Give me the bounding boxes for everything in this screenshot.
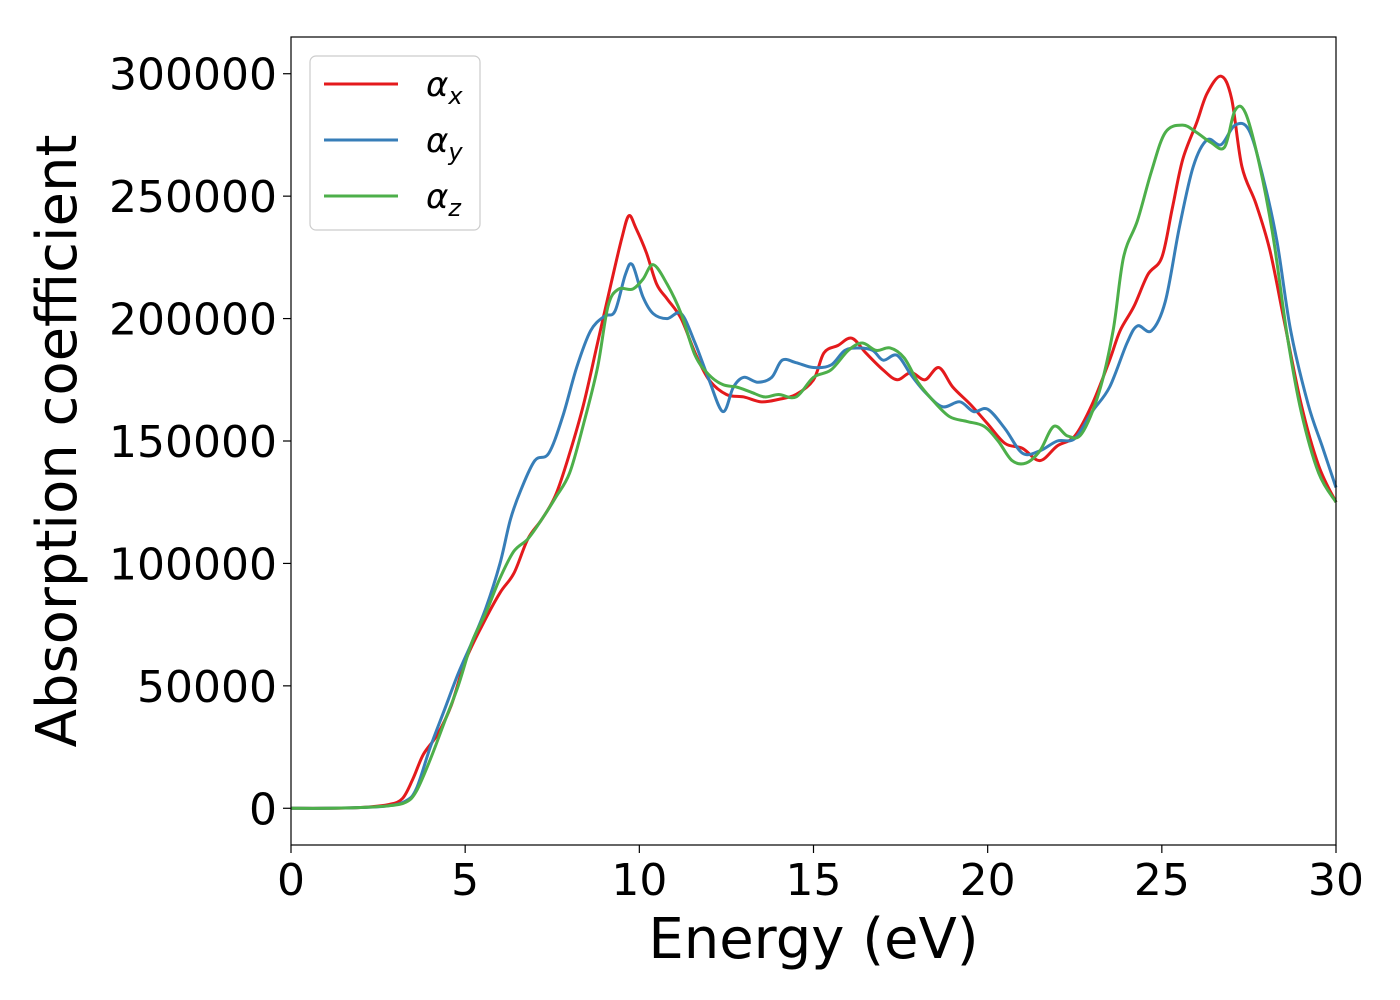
series-layer — [290, 74, 1338, 810]
y-tick-label: 150000 — [109, 417, 277, 468]
x-tick-label: 0 — [277, 855, 305, 906]
legend-label-z: αz — [426, 177, 462, 222]
y-tick-label: 0 — [249, 784, 277, 835]
y-axis-ticks: 0 50000 100000 150000 200000 250000 300000 — [109, 50, 291, 835]
series-line-y — [290, 121, 1338, 810]
y-tick-label: 50000 — [137, 662, 277, 713]
y-tick-label: 100000 — [109, 539, 277, 590]
legend-label-x: αx — [426, 65, 463, 110]
series-line-x — [290, 74, 1338, 810]
y-tick-label: 250000 — [109, 172, 277, 223]
y-axis-label: Absorption coefficient — [25, 135, 90, 748]
x-axis-label: Energy (eV) — [648, 907, 978, 972]
x-tick-label: 15 — [786, 855, 842, 906]
y-tick-label: 300000 — [109, 50, 277, 101]
x-tick-label: 10 — [611, 855, 667, 906]
legend-box — [309, 55, 481, 231]
x-tick-label: 20 — [960, 855, 1016, 906]
y-tick-label: 200000 — [109, 295, 277, 346]
legend-label-y: αy — [426, 121, 463, 166]
series-line-z — [290, 104, 1338, 810]
legend: αx αy αz — [309, 55, 481, 231]
x-tick-label: 25 — [1134, 855, 1190, 906]
x-tick-label: 30 — [1308, 855, 1364, 906]
x-axis-ticks: 0 5 10 15 20 25 30 — [277, 845, 1364, 906]
x-tick-label: 5 — [451, 855, 479, 906]
